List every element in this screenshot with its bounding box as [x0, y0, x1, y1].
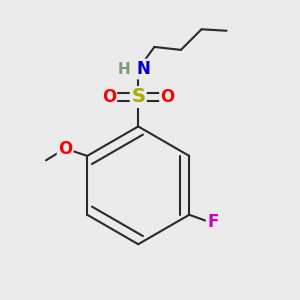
Text: F: F: [207, 213, 218, 231]
Text: S: S: [131, 88, 145, 106]
Text: O: O: [102, 88, 116, 106]
Text: N: N: [136, 60, 151, 78]
Text: H: H: [117, 61, 130, 76]
Text: O: O: [58, 140, 72, 158]
Text: O: O: [160, 88, 175, 106]
